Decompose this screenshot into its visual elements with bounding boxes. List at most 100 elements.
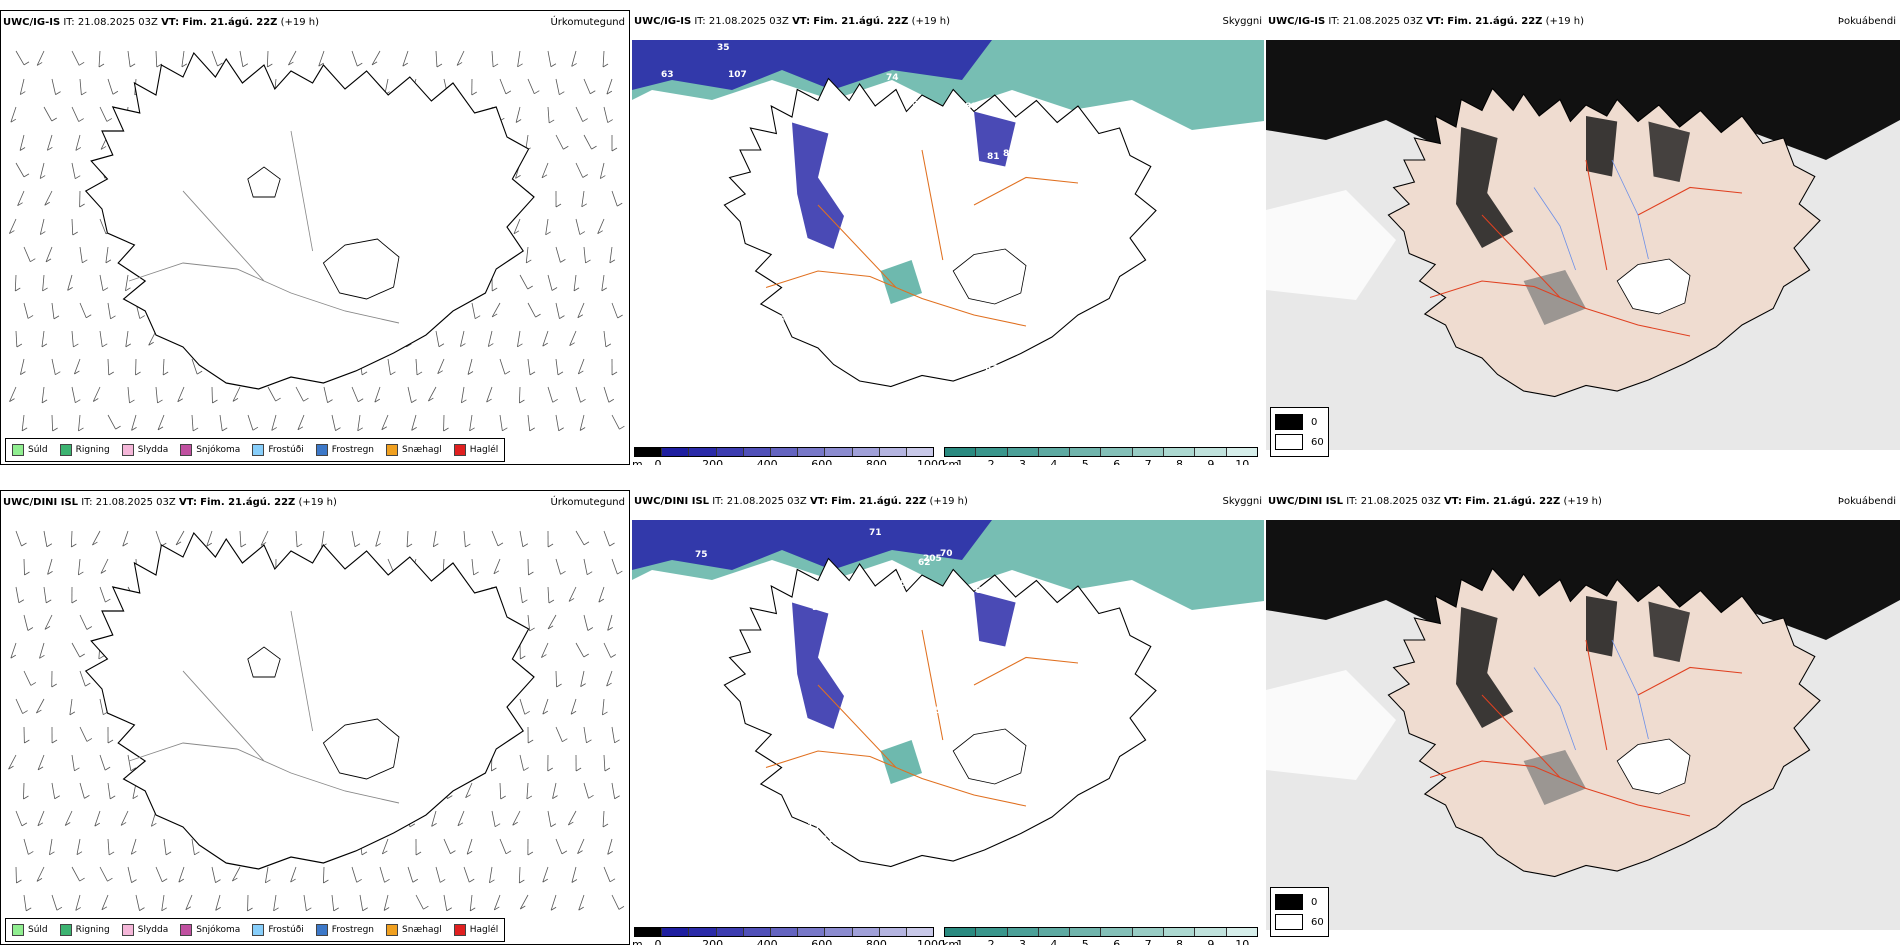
precip-type-legend: Súld Rigning Slydda Snjókoma Frostúði Frostre…: [5, 438, 506, 462]
wind-barb: [70, 530, 73, 548]
cloud-base-value: 48: [836, 282, 849, 292]
colorbar-segment: [1101, 928, 1133, 936]
wind-barb: [15, 50, 25, 66]
wind-barb: [547, 106, 550, 123]
wind-barb: [99, 106, 108, 122]
colorbar-tick: 2: [987, 458, 995, 465]
wind-barb: [428, 386, 437, 402]
wind-barb: [155, 50, 158, 68]
wind-barb: [43, 106, 53, 122]
low-cloud-area: [792, 122, 844, 249]
wind-barb-flag: [610, 654, 616, 658]
wind-barb-flag: [577, 850, 583, 854]
wind-barb-flag: [494, 906, 500, 911]
wind-barb-flag: [27, 315, 34, 319]
wind-barb: [487, 330, 493, 347]
legend-label: Súld: [28, 445, 48, 455]
wind-barb-flag: [222, 427, 228, 432]
wind-barb-flag: [362, 907, 368, 912]
wind-barb-flag: [78, 571, 84, 576]
fog-map-svg: [1266, 40, 1900, 450]
vt-label: VT:: [178, 497, 197, 508]
wind-barb: [525, 246, 529, 263]
visibility-map-svg: 1258182101137616059107173149741128555575…: [632, 40, 1264, 388]
wind-barb-flag: [557, 371, 564, 376]
wind-barb: [94, 810, 101, 827]
wind-barb-flag: [125, 343, 132, 348]
colorbar-tick: 600: [811, 458, 833, 465]
wind-barb: [23, 838, 29, 855]
init-time: 21.08.2025 03Z: [726, 496, 807, 507]
model-name: UWC/IG-IS: [1268, 16, 1326, 27]
wind-barb-flag: [175, 541, 182, 546]
colorbar-tick: 600: [811, 938, 833, 945]
wind-barb: [51, 358, 56, 375]
wind-barb-flag: [36, 62, 43, 66]
wind-barb-flag: [75, 147, 82, 151]
wind-barb: [512, 810, 521, 826]
wind-barb: [555, 726, 563, 742]
visibility-map-svg: 246 68 208 119 255 355 106 98 69 97 57 69 70 61 55 62 70…: [632, 520, 1264, 868]
wind-barb: [211, 50, 218, 67]
wind-barb-flag: [570, 710, 577, 715]
panel-title: Skyggni: [1222, 496, 1262, 507]
wind-barb-flag: [465, 794, 471, 799]
panel-title: Úrkomutegund: [550, 497, 625, 508]
wind-barb: [191, 838, 195, 855]
lead-time: (+19 h): [1563, 496, 1602, 507]
wind-barb-flag: [609, 542, 615, 547]
wind-barb-flag: [547, 767, 553, 772]
wind-barb: [163, 838, 167, 855]
colorbar-segment: [662, 928, 690, 936]
wind-barb-flag: [580, 683, 586, 687]
wind-barb: [260, 530, 269, 546]
wind-barb: [39, 162, 45, 179]
wind-barb: [489, 866, 493, 883]
panel-title: Þokuábendi: [1837, 16, 1896, 27]
wind-barb-flag: [108, 371, 114, 376]
wind-barb-flag: [529, 427, 535, 432]
wind-barb: [232, 866, 241, 882]
wind-barb: [555, 246, 561, 263]
cloud-base-value: 82: [1003, 149, 1016, 159]
wind-barb-flag: [148, 341, 154, 346]
wind-barb-flag: [71, 599, 78, 604]
wind-barb-flag: [500, 795, 506, 800]
wind-barb-flag: [109, 795, 116, 800]
wind-barb: [415, 358, 418, 375]
wind-barb: [20, 358, 25, 375]
cloud-base-value: 62: [918, 558, 931, 568]
wind-barb: [603, 754, 606, 771]
wind-barb: [568, 586, 577, 602]
colorbar-tick: 800: [865, 458, 887, 465]
wind-barb: [47, 558, 53, 575]
wind-barb: [107, 782, 111, 799]
legend-item: Rigning: [59, 924, 110, 936]
legend-swatch: [315, 444, 328, 456]
wind-barb: [519, 698, 526, 715]
wind-barb: [273, 894, 277, 911]
wind-barb: [71, 218, 74, 236]
legend-label: Frostregn: [331, 445, 375, 455]
wind-barb: [603, 866, 611, 882]
wind-barb-flag: [162, 371, 169, 376]
wind-barb: [542, 866, 549, 883]
wind-barb-flag: [53, 315, 60, 320]
wind-barb-flag: [129, 63, 136, 68]
wind-barb-flag: [522, 543, 529, 548]
wind-barb: [499, 782, 502, 800]
it-label: IT:: [81, 497, 93, 508]
cloud-base-value: 70: [750, 666, 763, 676]
wind-barb: [15, 162, 25, 178]
wind-barb-flag: [460, 343, 466, 347]
wind-barb-flag: [74, 370, 80, 375]
wind-barb-flag: [185, 906, 192, 911]
wind-barb-flag: [618, 906, 625, 910]
wind-barb: [357, 414, 361, 431]
colorbar-tick: 9: [1207, 458, 1215, 465]
wind-barb-flag: [608, 398, 615, 403]
wind-barb-flag: [617, 202, 623, 207]
wind-barb-flag: [74, 767, 80, 772]
wind-barb-flag: [39, 654, 45, 659]
cloud_base_bar-colorbar: m 0 200 400 600 800 1000: [632, 927, 945, 945]
